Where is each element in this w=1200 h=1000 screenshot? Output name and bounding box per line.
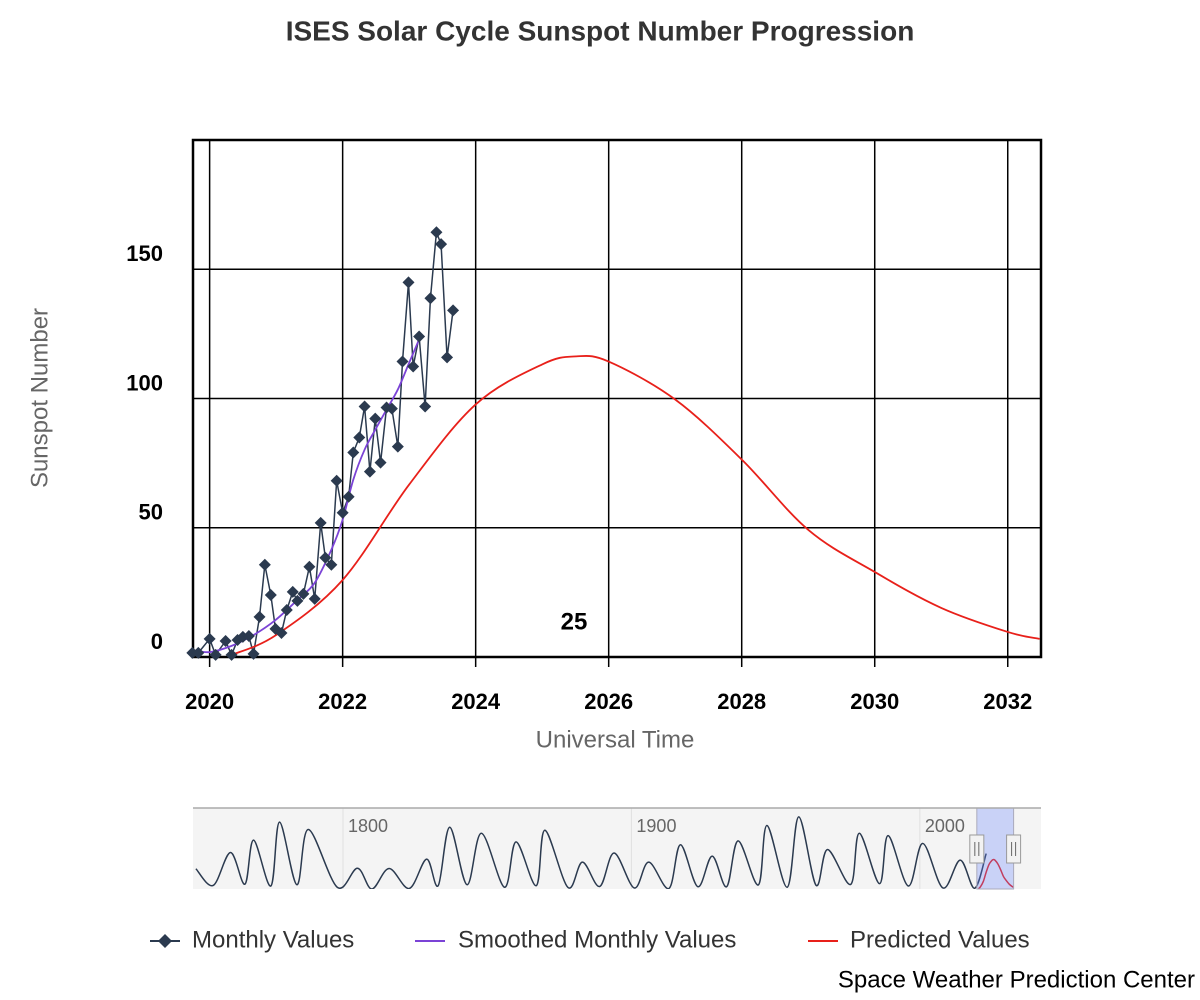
data-point xyxy=(441,351,454,364)
data-point xyxy=(336,506,349,519)
data-point xyxy=(363,465,376,478)
data-point xyxy=(347,446,360,459)
data-point xyxy=(342,490,355,503)
x-tick-label: 2028 xyxy=(717,689,766,714)
data-point xyxy=(314,516,327,529)
data-point xyxy=(225,648,238,661)
y-tick-label: 100 xyxy=(126,370,163,395)
data-point xyxy=(242,630,255,643)
data-point xyxy=(396,355,409,368)
x-tick-label: 2022 xyxy=(318,689,367,714)
y-axis-title: Sunspot Number xyxy=(26,308,53,488)
data-point xyxy=(353,431,366,444)
data-point xyxy=(253,610,266,623)
series-line xyxy=(231,354,1040,656)
data-point xyxy=(219,634,232,647)
x-tick-label: 2032 xyxy=(983,689,1032,714)
navigator-tick-label: 1800 xyxy=(348,816,388,836)
credits: Space Weather Prediction Center xyxy=(838,966,1195,993)
cycle-annotation: 25 xyxy=(561,608,588,635)
data-point xyxy=(286,585,299,598)
data-point xyxy=(297,587,310,600)
navigator-handle xyxy=(969,834,985,864)
data-point xyxy=(430,226,443,239)
navigator-line xyxy=(195,816,987,889)
data-point xyxy=(435,238,448,251)
data-point xyxy=(424,292,437,305)
chart-title: ISES Solar Cycle Sunspot Number Progress… xyxy=(286,15,915,46)
x-tick-label: 2024 xyxy=(451,689,501,714)
data-point xyxy=(419,400,432,413)
data-point xyxy=(407,360,420,373)
data-point xyxy=(291,594,304,607)
data-point xyxy=(413,330,426,343)
plot-series xyxy=(193,232,1040,657)
data-point xyxy=(319,551,332,564)
legend-label: Monthly Values xyxy=(192,926,354,953)
navigator-series xyxy=(195,816,1014,889)
data-point xyxy=(280,603,293,616)
data-point xyxy=(303,560,316,573)
data-point xyxy=(447,304,460,317)
data-point xyxy=(391,440,404,453)
x-tick-label: 2020 xyxy=(185,689,234,714)
series-line xyxy=(193,232,454,657)
navigator-handle xyxy=(1006,834,1022,864)
data-point xyxy=(209,648,222,661)
navigator-predicted-line xyxy=(977,858,1014,889)
x-tick-label: 2026 xyxy=(584,689,633,714)
navigator-tick-label: 1900 xyxy=(636,816,676,836)
navigator-background xyxy=(193,808,1041,889)
data-point xyxy=(358,400,371,413)
legend-marker xyxy=(158,934,172,948)
data-point xyxy=(402,276,415,289)
data-point xyxy=(203,632,216,645)
data-point xyxy=(369,412,382,425)
data-point xyxy=(308,592,321,605)
x-tick-label: 2030 xyxy=(850,689,899,714)
y-tick-label: 0 xyxy=(151,629,163,654)
y-tick-label: 50 xyxy=(139,500,163,525)
navigator-tick-label: 2000 xyxy=(925,816,965,836)
data-point xyxy=(325,558,338,571)
data-point xyxy=(258,558,271,571)
plot-border xyxy=(191,138,1043,659)
x-axis-title: Universal Time xyxy=(536,726,695,753)
data-point xyxy=(192,646,205,659)
data-point xyxy=(275,626,288,639)
legend-label: Predicted Values xyxy=(850,926,1030,953)
data-point xyxy=(330,474,343,487)
series-line xyxy=(193,338,420,654)
data-point xyxy=(247,647,260,660)
legend-label: Smoothed Monthly Values xyxy=(458,926,736,953)
data-point xyxy=(374,456,387,469)
y-tick-label: 150 xyxy=(126,241,163,266)
data-point xyxy=(385,402,398,415)
data-point xyxy=(264,588,277,601)
